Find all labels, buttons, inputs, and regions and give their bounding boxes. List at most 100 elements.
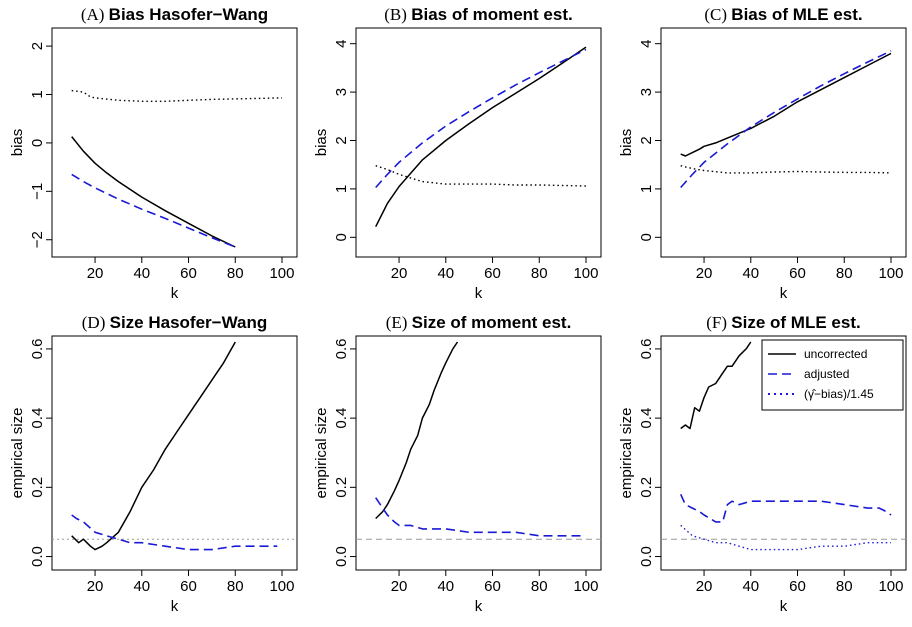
y-tick-label: 4 <box>333 40 350 48</box>
legend-label: uncorrected <box>804 347 867 361</box>
panel-title-text: Bias Hasofer−Wang <box>109 5 269 24</box>
y-tick-label: 0.4 <box>333 408 350 429</box>
series-line-solid <box>375 46 587 228</box>
plot-area <box>375 46 587 228</box>
y-tick-label: 3 <box>638 88 655 96</box>
x-tick-label: 60 <box>789 578 806 595</box>
y-tick-label: 0.4 <box>29 408 46 429</box>
y-axis-label: bias <box>9 129 26 157</box>
x-tick-label: 80 <box>531 265 548 282</box>
x-tick-label: 60 <box>789 265 806 282</box>
x-tick-label: 40 <box>133 578 150 595</box>
y-tick-label: 1 <box>638 185 655 193</box>
y-axis-label: empirical size <box>313 408 330 499</box>
y-tick-label: 0.6 <box>333 338 350 359</box>
plot-frame <box>660 335 907 571</box>
legend-box <box>761 339 904 411</box>
x-tick-label: 60 <box>484 265 501 282</box>
y-tick-label: 4 <box>638 40 655 48</box>
y-tick-label: 0.0 <box>29 546 46 567</box>
series-line-dotted <box>375 165 587 187</box>
panel-title: (D) Size Hasofer−Wang <box>82 313 267 332</box>
x-tick-label: 100 <box>573 265 598 282</box>
x-tick-label: 60 <box>484 578 501 595</box>
series-line-dotted <box>71 89 283 102</box>
y-tick-label: 3 <box>333 88 350 96</box>
plot-area <box>356 341 601 540</box>
x-tick-label: 100 <box>878 578 903 595</box>
series-line-dashed <box>679 493 892 523</box>
panel-b: (B) Bias of moment est. 20 40 60 80 100 0 1 2 3 4 k… <box>313 5 602 302</box>
x-tick-label: 100 <box>573 578 598 595</box>
legend-label: (γ̂−bias)/1.45 <box>804 387 874 401</box>
x-tick-label: 20 <box>696 578 713 595</box>
panel-letter: (A) <box>81 5 109 24</box>
series-line-solid <box>375 341 459 520</box>
panel-title: (B) Bias of moment est. <box>384 5 572 24</box>
y-tick-label: 0 <box>29 139 46 147</box>
x-tick-label: 100 <box>269 265 294 282</box>
panel-title-text: Bias of moment est. <box>411 5 573 24</box>
x-axis-label: k <box>171 285 179 302</box>
x-tick-label: 80 <box>227 265 244 282</box>
x-tick-label: 20 <box>696 265 713 282</box>
x-tick-label: 80 <box>836 265 853 282</box>
y-tick-label: 0.6 <box>29 338 46 359</box>
x-tick-label: 60 <box>180 578 197 595</box>
y-tick-label: 0.2 <box>29 477 46 498</box>
panel-f: (F) Size of MLE est. 20 40 60 80 100 0.0 0.2 0.4… <box>618 313 907 615</box>
series-line-dashed <box>680 50 892 189</box>
panel-a: (A) Bias Hasofer−Wang 20 40 60 80 100 −2 −1 0 1 2 k… <box>9 5 298 302</box>
plot-area <box>52 341 297 551</box>
x-tick-label: 80 <box>227 578 244 595</box>
x-tick-label: 40 <box>133 265 150 282</box>
panel-e: (E) Size of moment est. 20 40 60 80 100 0.0 0.2… <box>313 313 602 615</box>
y-axis-label: bias <box>313 129 330 157</box>
panel-title-text: Size of MLE est. <box>731 313 860 332</box>
y-tick-label: 2 <box>638 136 655 144</box>
x-tick-label: 100 <box>269 578 294 595</box>
plot-frame <box>355 27 602 258</box>
panel-title: (A) Bias Hasofer−Wang <box>81 5 268 24</box>
series-line-solid <box>680 341 752 430</box>
y-tick-label: 0.6 <box>638 338 655 359</box>
panel-letter: (B) <box>384 5 411 24</box>
panel-title-text: Bias of MLE est. <box>731 5 862 24</box>
x-tick-label: 80 <box>531 578 548 595</box>
x-tick-label: 20 <box>87 578 104 595</box>
series-line-dashed <box>71 514 278 551</box>
panel-letter: (C) <box>704 5 731 24</box>
x-axis-label: k <box>475 598 483 615</box>
panel-letter: (E) <box>386 313 412 332</box>
panel-letter: (D) <box>82 313 110 332</box>
y-axis-label: bias <box>618 129 635 157</box>
plot-area <box>680 50 892 189</box>
y-tick-label: −2 <box>29 231 46 248</box>
panel-title: (E) Size of moment est. <box>386 313 572 332</box>
panel-d: (D) Size Hasofer−Wang 20 40 60 80 100 0.0 0.2 0.… <box>9 313 298 615</box>
series-line-solid <box>680 52 892 157</box>
x-tick-label: 20 <box>391 265 408 282</box>
x-tick-label: 20 <box>391 578 408 595</box>
panel-title: (F) Size of MLE est. <box>706 313 860 332</box>
plot-frame <box>51 335 298 571</box>
legend-label: adjusted <box>804 367 849 381</box>
plot-frame <box>660 27 907 258</box>
y-tick-label: 0.0 <box>333 546 350 567</box>
panel-title-text: Size of moment est. <box>412 313 572 332</box>
series-line-solid <box>71 136 236 248</box>
x-axis-label: k <box>780 285 788 302</box>
panel-title: (C) Bias of MLE est. <box>704 5 862 24</box>
series-line-dotted <box>680 165 892 174</box>
y-tick-label: 0 <box>638 233 655 241</box>
y-tick-label: 1 <box>333 185 350 193</box>
x-axis-label: k <box>171 598 179 615</box>
series-line-solid <box>71 341 236 551</box>
x-tick-label: 40 <box>437 578 454 595</box>
y-tick-label: 0.4 <box>638 408 655 429</box>
y-tick-label: 1 <box>29 90 46 98</box>
y-tick-label: 0.2 <box>638 477 655 498</box>
x-tick-label: 20 <box>87 265 104 282</box>
